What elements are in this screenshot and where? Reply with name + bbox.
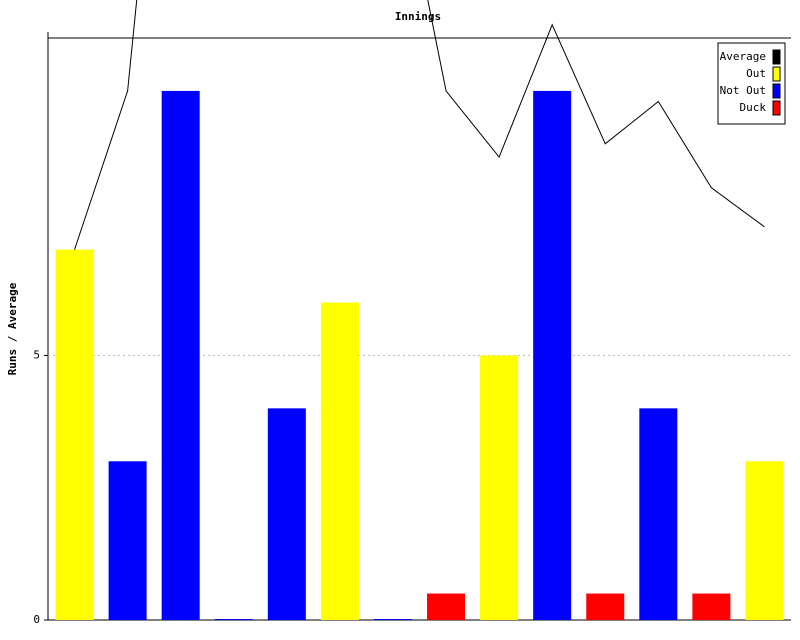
legend-label: Out <box>746 67 766 80</box>
legend-swatch <box>772 66 781 82</box>
bar <box>214 619 253 620</box>
chart-title: Innings <box>395 10 441 23</box>
bar <box>586 593 625 620</box>
bar <box>320 302 359 620</box>
legend-label: Not Out <box>720 84 766 97</box>
bar <box>480 355 519 620</box>
bar <box>161 90 200 621</box>
bar <box>745 461 784 620</box>
legend-swatch <box>772 49 781 65</box>
legend-label: Duck <box>740 101 767 114</box>
bar <box>533 90 572 621</box>
legend-swatch <box>772 83 781 99</box>
y-tick-label: 5 <box>33 348 40 361</box>
y-axis-label: Runs / Average <box>6 282 19 375</box>
bar <box>267 408 306 620</box>
bar <box>427 593 466 620</box>
bar <box>692 593 731 620</box>
y-tick-label: 0 <box>33 613 40 626</box>
legend-swatch <box>772 100 781 116</box>
average-line <box>74 0 765 250</box>
bar <box>373 619 412 620</box>
legend-label: Average <box>720 50 766 63</box>
bar <box>639 408 678 620</box>
bar <box>55 249 94 621</box>
bar <box>108 461 147 620</box>
